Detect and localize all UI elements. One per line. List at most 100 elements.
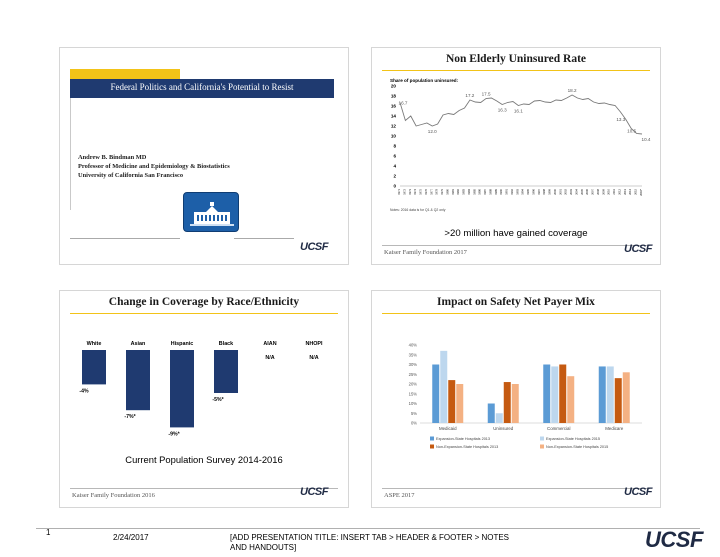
x-tick-label: 1998 — [542, 188, 546, 194]
y-axis: 0 2 4 6 8 10 12 14 16 18 20 — [391, 84, 642, 189]
x-tick-label: 1982 — [456, 188, 460, 194]
category-label: White — [87, 341, 102, 347]
title-rule — [70, 313, 338, 314]
y-tick-label: 2 — [393, 174, 396, 179]
x-tick-label: 2009 — [601, 188, 605, 194]
slide-title-text: Impact on Safety Net Payer Mix — [437, 296, 595, 308]
x-axis-ticks: 1971 1972 1973 1974 1975 1976 1977 1978 1979 1980… — [397, 188, 643, 195]
slide-title[interactable]: Federal Politics and California's Potent… — [60, 48, 348, 264]
y-tick-label: 25% — [409, 372, 418, 377]
x-tick-label: 1985 — [472, 188, 476, 194]
x-tick-label: 2010 — [607, 188, 611, 194]
payer-bar — [614, 378, 622, 423]
y-tick-label: 30% — [409, 362, 418, 367]
footer-rule-right — [234, 238, 294, 239]
x-tick-label: 2005 — [580, 188, 584, 194]
category-label: Asian — [131, 341, 146, 347]
x-tick-label: 1987 — [483, 188, 487, 194]
ucsf-logo: UCSF — [624, 243, 652, 255]
data-label: 10.4 — [642, 137, 651, 142]
title-banner — [70, 79, 334, 98]
x-tick-label: 1984 — [467, 188, 471, 194]
legend-label: Non-Expansion-State Hospitals 2015 — [546, 445, 608, 449]
slide-title-text: Change in Coverage by Race/Ethnicity — [108, 296, 300, 308]
x-tick-label: 2011 — [612, 188, 616, 194]
bar-value-label: -4% — [79, 388, 89, 394]
ucsf-logo: UCSF — [624, 486, 652, 498]
x-tick-label: 2016* — [639, 189, 643, 196]
y-tick-label: 0% — [411, 421, 417, 426]
x-tick-label: 1997 — [537, 188, 541, 194]
race-bar-chart: White -4% Asian -7%* Hispanic -9%* Black -5%* AI… — [79, 341, 323, 437]
x-tick-label: 2007 — [591, 188, 595, 194]
legend-swatch — [540, 436, 544, 441]
payer-bar — [551, 366, 559, 423]
payer-bar — [487, 403, 495, 423]
footer-source: Kaiser Family Foundation 2017 — [384, 249, 467, 256]
x-tick-label: 2003 — [569, 188, 573, 194]
category-label: NHOPI — [305, 341, 323, 347]
x-tick-label: 2008 — [596, 188, 600, 194]
data-label: 12.0 — [428, 129, 437, 134]
footer-source: Kaiser Family Foundation 2016 — [72, 492, 155, 499]
y-tick-label: 40% — [409, 343, 418, 348]
coverage-caption: >20 million have gained coverage — [444, 228, 588, 239]
race-bar — [214, 350, 238, 393]
data-label: 16.1 — [514, 109, 523, 114]
footer-rule-left — [70, 238, 180, 239]
category-label: AIAN — [263, 341, 276, 347]
handout-date: 2/24/2017 — [113, 533, 149, 542]
uninsured-line-chart: Share of population uninsured: 0 2 4 6 8 10 12… — [390, 78, 651, 212]
payer-bar — [567, 376, 575, 423]
x-tick-label: 1988 — [488, 188, 492, 194]
x-tick-label: 1991 — [505, 188, 509, 194]
slide-payer-mix[interactable]: Impact on Safety Net Payer Mix 0% 5% 10% 15… — [372, 291, 660, 507]
x-tick-label: 2006 — [585, 188, 589, 194]
y-tick-label: 16 — [391, 104, 397, 109]
category-label: Medicare — [605, 426, 624, 431]
notes-line-1: [ADD PRESENTATION TITLE: INSERT TAB > HE… — [230, 533, 510, 542]
y-tick-label: 4 — [393, 164, 396, 169]
x-tick-label: 1973 — [408, 188, 412, 194]
x-tick-label: 2013 — [623, 188, 627, 194]
category-label: Black — [219, 341, 233, 347]
y-tick-label: 8 — [393, 144, 396, 149]
x-tick-label: 1986 — [478, 188, 482, 194]
payer-bar — [543, 364, 551, 423]
x-tick-label: 1971 — [397, 188, 401, 194]
data-label: 18.2 — [568, 88, 577, 93]
data-label: 10.5 — [627, 129, 636, 134]
footer-rule — [382, 488, 650, 489]
bar-value-label: -5%* — [212, 397, 224, 403]
slide-coverage-race[interactable]: Change in Coverage by Race/Ethnicity Whi… — [60, 291, 348, 507]
y-tick-label: 15% — [409, 391, 418, 396]
white-house-icon — [183, 192, 239, 232]
payer-bar — [503, 382, 511, 423]
data-label: 17.5 — [482, 92, 491, 97]
y-tick-label: 6 — [393, 154, 396, 159]
title-accent-bar — [70, 69, 180, 79]
ucsf-logo: UCSF — [300, 486, 328, 498]
footer-source: ASPE 2017 — [384, 492, 415, 499]
na-label: N/A — [309, 355, 318, 361]
y-tick-label: 35% — [409, 352, 418, 357]
payer-bar — [511, 384, 519, 423]
data-label: 13.3 — [616, 117, 625, 122]
x-tick-label: 1972 — [402, 188, 406, 194]
y-tick-label: 10 — [391, 134, 397, 139]
ucsf-logo: UCSF — [300, 241, 328, 253]
category-label: Commercial — [547, 426, 570, 431]
payer-bar — [622, 372, 630, 423]
category-label: Medicaid — [439, 426, 457, 431]
title-rule — [382, 70, 650, 71]
slide-uninsured-rate[interactable]: Non Elderly Uninsured Rate Share of popu… — [372, 48, 660, 264]
slide-title-text: Non Elderly Uninsured Rate — [445, 53, 587, 65]
x-tick-label: 2001 — [558, 188, 562, 194]
y-tick-label: 0 — [393, 184, 396, 189]
notes-line-2: AND HANDOUTS] — [230, 543, 297, 552]
author-title: Professor of Medicine and Epidemiology &… — [78, 163, 230, 170]
x-tick-label: 1977 — [429, 188, 433, 194]
x-tick-label: 1992 — [510, 188, 514, 194]
x-tick-label: 1981 — [451, 188, 455, 194]
legend-label: Non-Expansion-State Hospitals 2013 — [436, 445, 498, 449]
